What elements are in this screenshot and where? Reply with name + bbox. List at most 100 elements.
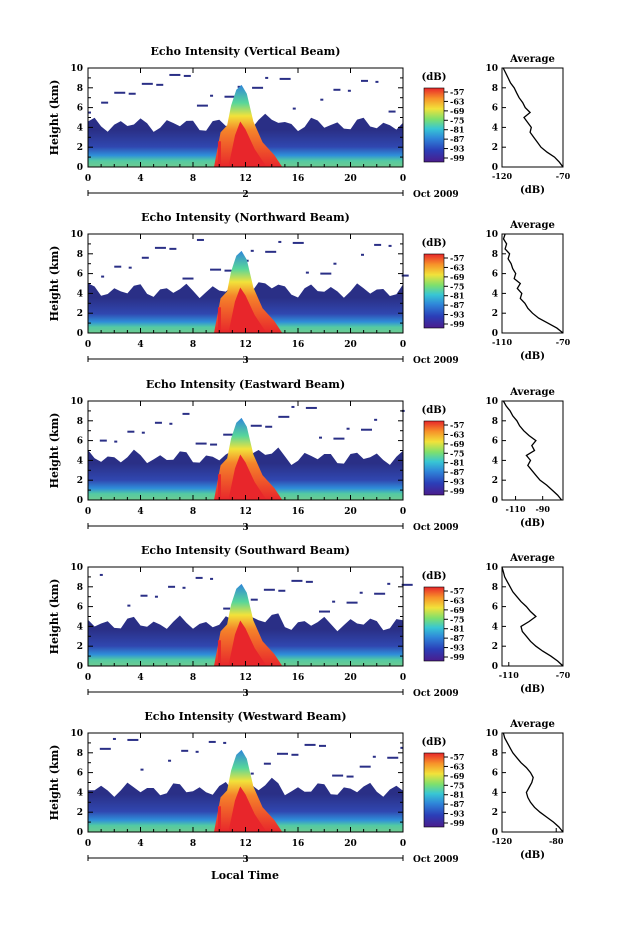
profile-y-tick-label: 2	[492, 808, 498, 818]
sparse-echo	[291, 405, 295, 408]
y-tick-label: 8	[77, 84, 83, 94]
sparse-echo	[127, 430, 135, 433]
sparse-echo	[183, 74, 191, 77]
colorbar-tick-label: -63	[450, 761, 465, 771]
y-tick-label: 8	[77, 583, 83, 593]
profile-title: Average	[509, 553, 555, 564]
sparse-echo	[169, 73, 181, 76]
sparse-echo	[114, 91, 126, 94]
colorbar-tick-label: -63	[450, 595, 465, 605]
colorbar	[423, 87, 445, 163]
x-tick-label: 20	[344, 673, 357, 683]
date-suffix: Oct 2009	[413, 523, 459, 533]
profile-title: Average	[509, 220, 555, 231]
colorbar-tick-label: -99	[450, 153, 465, 163]
sparse-echo	[99, 747, 111, 750]
sparse-echo	[208, 740, 216, 743]
colorbar-tick-label: -57	[450, 752, 464, 762]
precursor-echo	[217, 141, 221, 167]
colorbar-tick-label: -57	[450, 586, 464, 596]
x-tick-label: 16	[292, 839, 305, 849]
sparse-echo	[210, 577, 214, 580]
profile-y-tick-label: 4	[492, 289, 498, 299]
colorbar-tick-label: -57	[450, 253, 464, 263]
sparse-echo	[279, 77, 291, 80]
profile-y-tick-label: 8	[492, 84, 498, 94]
sparse-echo	[332, 600, 336, 603]
sparse-echo	[182, 412, 190, 415]
profile-x-tick-label: -110	[499, 670, 519, 680]
date-suffix: Oct 2009	[413, 689, 459, 699]
colorbar-tick-label: -69	[450, 771, 465, 781]
profile-xlabel: (dB)	[520, 518, 545, 529]
sparse-echo	[156, 83, 164, 86]
profile-y-tick-label: 6	[492, 437, 498, 447]
convective-plume	[214, 84, 283, 167]
y-axis-label: Height (km)	[48, 246, 61, 322]
panel-2: Echo Intensity (Eastward Beam) 0 2 4 6 8 10 Hei…	[48, 378, 564, 533]
sparse-echo	[223, 741, 227, 744]
colorbar-tick-label: -63	[450, 96, 465, 106]
colorbar-tick-label: -63	[450, 262, 465, 272]
sparse-echo	[223, 433, 235, 436]
sparse-echo	[127, 738, 139, 741]
sparse-echo	[375, 80, 379, 83]
colorbar-tick-label: -81	[450, 458, 464, 468]
x-tick-label: 4	[137, 673, 143, 683]
profile-y-tick-label: 0	[492, 329, 498, 339]
y-tick-label: 0	[77, 662, 83, 672]
sparse-echo	[359, 591, 363, 594]
x-tick-label: 4	[137, 340, 143, 350]
plume-core	[228, 786, 267, 832]
colorbar-tick-label: -87	[450, 799, 464, 809]
sparse-echo	[88, 111, 91, 114]
profile-y-tick-label: 4	[492, 622, 498, 632]
colorbar-tick-label: -87	[450, 134, 464, 144]
profile-x-tick-label: -110	[492, 337, 512, 347]
x-tick-label: 0	[85, 507, 91, 517]
sparse-echo	[265, 250, 277, 253]
profile-y-tick-label: 6	[492, 104, 498, 114]
panel-title: Echo Intensity (Eastward Beam)	[146, 378, 345, 391]
colorbar-unit: (dB)	[422, 737, 447, 748]
sparse-echo	[181, 749, 189, 752]
sparse-echo	[169, 247, 177, 250]
profile-line	[502, 400, 563, 501]
heatmap-field	[88, 401, 405, 500]
sparse-echo	[265, 76, 269, 79]
sparse-echo	[292, 107, 296, 110]
colorbar-tick-label: -81	[450, 291, 464, 301]
colorbar-tick-label: -99	[450, 319, 465, 329]
x-tick-label: 0	[400, 507, 406, 517]
heatmap-field	[88, 567, 413, 666]
sparse-echo	[252, 86, 264, 89]
x-tick-label: 16	[292, 174, 305, 184]
y-tick-label: 2	[77, 309, 83, 319]
profile-frame	[501, 400, 564, 501]
sparse-echo	[374, 243, 382, 246]
x-tick-label: 4	[137, 839, 143, 849]
colorbar	[423, 420, 445, 496]
y-tick-label: 8	[77, 749, 83, 759]
y-tick-label: 0	[77, 329, 83, 339]
sparse-echo	[128, 92, 136, 95]
date-label: 2	[242, 190, 248, 200]
sparse-echo	[372, 755, 376, 758]
sparse-echo	[168, 759, 172, 762]
sparse-echo	[359, 765, 371, 768]
date-suffix: Oct 2009	[413, 356, 459, 366]
sparse-echo	[182, 586, 186, 589]
colorbar-tick-label: -87	[450, 633, 464, 643]
profile-x-tick-label: -120	[492, 171, 512, 181]
panel-title: Echo Intensity (Vertical Beam)	[150, 45, 340, 58]
convective-plume	[214, 583, 283, 666]
x-tick-label: 12	[239, 340, 252, 350]
precursor-echo	[217, 806, 221, 832]
precursor-echo	[217, 307, 221, 333]
y-tick-label: 4	[77, 788, 83, 798]
profile-xlabel: (dB)	[520, 351, 545, 362]
panel-1: Echo Intensity (Northward Beam) 0 2 4 6 8 10 He…	[48, 211, 571, 366]
colorbar-tick-label: -99	[450, 818, 465, 828]
profile-title: Average	[509, 54, 555, 65]
sparse-echo	[319, 744, 326, 747]
